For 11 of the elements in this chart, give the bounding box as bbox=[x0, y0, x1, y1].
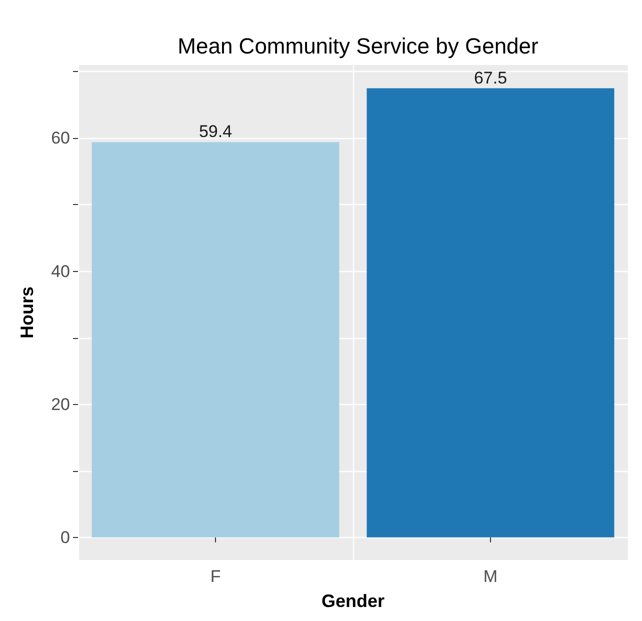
x-tick-label: M bbox=[483, 567, 498, 586]
data-label: 59.4 bbox=[198, 122, 232, 142]
y-tick-label: 0 bbox=[60, 528, 70, 547]
y-tick-label: 60 bbox=[51, 128, 70, 148]
y-tick-label: 40 bbox=[51, 262, 70, 281]
x-tick-label: F bbox=[210, 567, 221, 586]
y-tick-label: 20 bbox=[51, 394, 70, 414]
y-axis-title: Hours bbox=[17, 286, 37, 339]
data-label: 67.5 bbox=[474, 68, 508, 88]
x-axis-title: Gender bbox=[321, 591, 385, 611]
chart-title: Mean Community Service by Gender bbox=[178, 34, 538, 58]
